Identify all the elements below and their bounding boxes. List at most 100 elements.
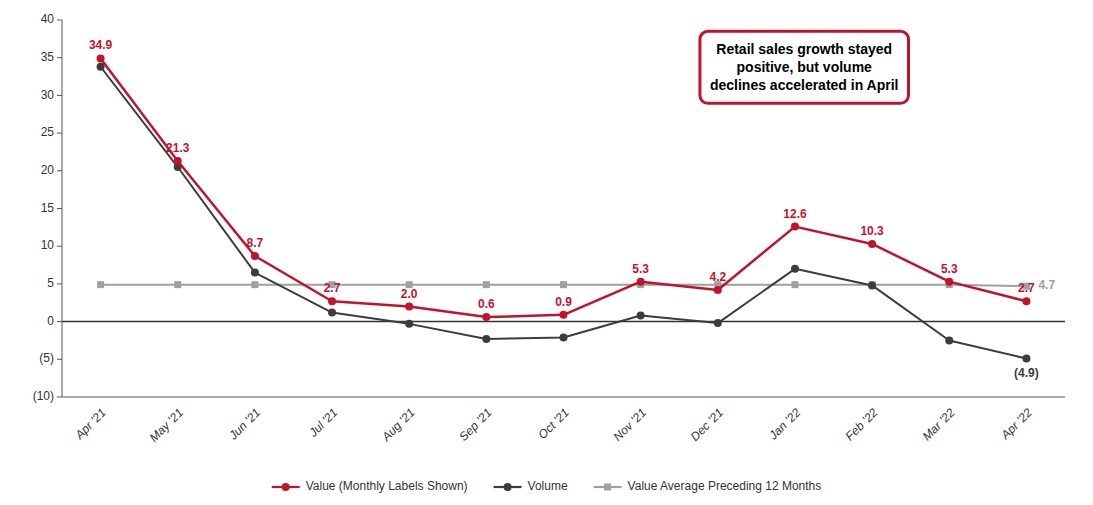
- data-label: 34.9: [89, 38, 113, 52]
- marker: [405, 303, 413, 311]
- data-label: 5.3: [941, 262, 958, 276]
- x-tick-label: Nov '21: [611, 405, 649, 443]
- marker: [560, 281, 567, 288]
- y-tick-label: 30: [41, 88, 55, 102]
- y-tick: [57, 397, 62, 398]
- x-axis: Apr '21 May '21 Jun '21 Jul '21 Aug '21 Sep '…: [72, 405, 1035, 445]
- annotation-frame: [700, 31, 909, 103]
- y-tick: [57, 95, 62, 96]
- x-tick-label: Sep '21: [456, 405, 494, 443]
- legend-item: Value Average Preceding 12 Months: [594, 479, 822, 493]
- series-line: [101, 67, 1027, 359]
- marker: [1022, 355, 1030, 363]
- marker: [97, 281, 104, 288]
- marker: [637, 312, 645, 320]
- annotation-line: declines accelerated in April: [710, 77, 899, 93]
- data-label: 21.3: [166, 141, 190, 155]
- marker: [714, 319, 722, 327]
- legend-item: Value (Monthly Labels Shown): [272, 479, 468, 493]
- legend-label: Value Average Preceding 12 Months: [628, 479, 822, 493]
- marker: [405, 320, 413, 328]
- x-tick-label: Aug '21: [378, 405, 417, 444]
- data-label: 2.7: [1018, 281, 1035, 295]
- x-tick-label: Mar '22: [920, 405, 958, 443]
- legend-marker: [504, 483, 512, 491]
- data-label: 10.3: [860, 224, 884, 238]
- data-label: 8.7: [247, 236, 264, 250]
- y-tick-label: (5): [39, 351, 54, 365]
- marker: [482, 335, 490, 343]
- legend-marker: [604, 484, 611, 491]
- y-axis-line: [62, 20, 63, 397]
- marker: [560, 333, 568, 341]
- data-labels: 34.9 21.3 8.7 2.7 2.0 0.6 0.9 5.3 4.2 12.6 10.3 5.3…: [89, 38, 1035, 311]
- x-tick-label: May '21: [147, 405, 186, 444]
- y-tick-label: 15: [41, 201, 55, 215]
- marker: [328, 309, 336, 317]
- marker: [560, 311, 568, 319]
- marker: [868, 240, 876, 248]
- marker: [251, 281, 258, 288]
- x-tick-label: Apr '22: [998, 405, 1035, 442]
- x-tick-label: Apr '21: [72, 405, 109, 442]
- marker: [328, 297, 336, 305]
- y-tick-label: 5: [47, 276, 54, 290]
- y-tick: [57, 57, 62, 58]
- x-tick-label: Oct '21: [535, 405, 572, 442]
- legend-marker: [282, 483, 290, 491]
- y-tick-label: 40: [41, 12, 55, 26]
- x-tick-label: Feb '22: [843, 405, 881, 443]
- marker: [174, 157, 182, 165]
- data-label: 12.6: [783, 207, 807, 221]
- data-label: 0.6: [478, 297, 495, 311]
- legend-label: Volume: [528, 479, 568, 493]
- y-tick: [57, 359, 62, 360]
- y-tick-label: (10): [33, 389, 54, 403]
- y-tick-label: 25: [41, 125, 55, 139]
- marker: [251, 269, 259, 277]
- marker: [174, 281, 181, 288]
- legend: Value (Monthly Labels Shown) Volume Value …: [272, 479, 822, 493]
- legend-item: Volume: [494, 479, 568, 493]
- y-tick: [57, 133, 62, 134]
- y-tick: [57, 321, 62, 322]
- annotation-line: Retail sales growth stayed: [716, 41, 892, 57]
- marker: [945, 336, 953, 344]
- data-label: 4.2: [709, 270, 726, 284]
- marker: [251, 252, 259, 260]
- y-tick: [57, 170, 62, 171]
- marker: [791, 265, 799, 273]
- annotations: (4.9) 4.7 Retail sales growth stayed positi…: [700, 31, 1055, 380]
- marker: [482, 313, 490, 321]
- y-tick: [57, 208, 62, 209]
- data-label: 0.9: [555, 295, 572, 309]
- y-tick-label: 0: [47, 314, 54, 328]
- marker: [714, 286, 722, 294]
- series: [97, 281, 1030, 290]
- x-tick-label: Jul '21: [306, 405, 341, 440]
- marker: [637, 278, 645, 286]
- y-tick: [57, 246, 62, 247]
- annotation: 4.7: [1038, 278, 1055, 292]
- x-tick-label: Dec '21: [688, 405, 726, 443]
- y-tick: [57, 20, 62, 21]
- data-label: 2.0: [401, 287, 418, 301]
- annotation-line: positive, but volume: [737, 59, 873, 75]
- marker: [945, 278, 953, 286]
- zero-line: [62, 321, 1065, 323]
- x-tick-label: Jun '21: [226, 405, 264, 443]
- legend-label: Value (Monthly Labels Shown): [306, 479, 468, 493]
- series: [97, 63, 1031, 363]
- x-tick-label: Jan '22: [766, 405, 804, 443]
- y-tick-label: 10: [41, 238, 55, 252]
- y-tick-label: 20: [41, 163, 55, 177]
- y-tick: [57, 283, 62, 284]
- marker: [483, 281, 490, 288]
- annotation: Retail sales growth stayed positive, but …: [710, 41, 899, 93]
- annotation-box: Retail sales growth stayed positive, but …: [700, 31, 909, 103]
- data-label: 5.3: [632, 262, 649, 276]
- annotation: (4.9): [1014, 366, 1039, 380]
- y-axis: (10) (5) 0 5 10 15 20 25 30 35 40: [33, 12, 1065, 403]
- y-tick-label: 35: [41, 50, 55, 64]
- x-axis-line: [62, 397, 1065, 398]
